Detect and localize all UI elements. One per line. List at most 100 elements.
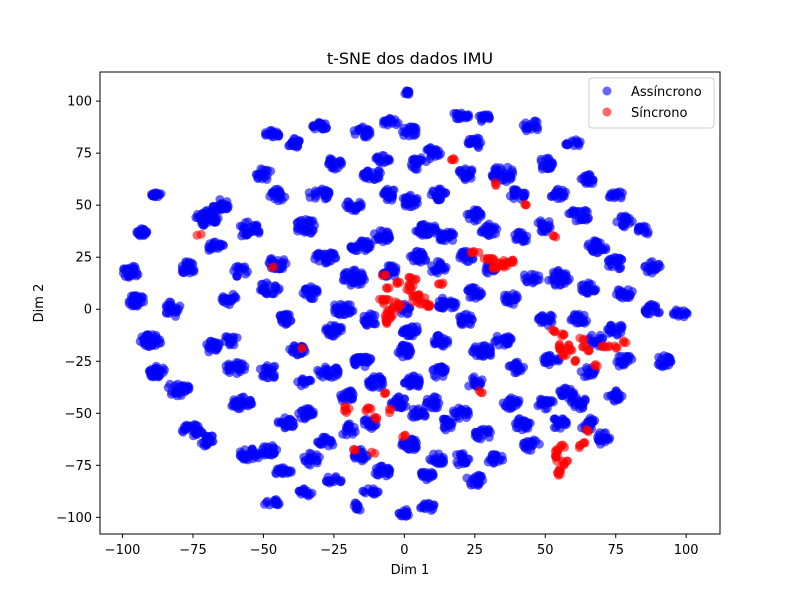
data-point (215, 195, 225, 204)
data-point (196, 229, 206, 239)
data-point (399, 325, 409, 335)
data-point (158, 363, 168, 373)
data-point (553, 194, 563, 204)
data-point (570, 357, 580, 367)
data-point (620, 291, 630, 301)
data-point (557, 331, 567, 341)
data-point (388, 185, 398, 195)
data-point (307, 488, 317, 498)
data-point (267, 441, 277, 450)
y-tick-label: −25 (65, 355, 92, 370)
data-point (257, 169, 267, 179)
data-point (324, 189, 334, 199)
data-point (491, 180, 501, 190)
data-point (579, 334, 589, 344)
data-point (210, 243, 220, 253)
data-point (439, 263, 449, 273)
data-point (384, 465, 394, 475)
data-point (340, 395, 350, 405)
data-point (198, 209, 207, 218)
y-tick-label: 25 (75, 251, 92, 266)
data-point (594, 435, 604, 445)
data-point (480, 110, 490, 120)
data-point (404, 303, 414, 313)
data-point (285, 344, 295, 354)
data-point (297, 343, 307, 353)
data-point (242, 230, 252, 240)
data-point (314, 452, 324, 462)
data-point (407, 274, 417, 284)
data-point (338, 301, 347, 311)
data-point (232, 271, 242, 281)
data-point (654, 259, 664, 269)
data-point (403, 374, 413, 384)
data-point (560, 275, 570, 285)
data-point (430, 392, 440, 402)
data-point (604, 257, 614, 266)
data-point (397, 341, 407, 351)
data-point (347, 306, 357, 316)
data-point (276, 417, 286, 427)
data-point (229, 395, 239, 405)
data-point (335, 323, 345, 333)
data-point (578, 285, 588, 295)
data-point (479, 424, 489, 434)
data-point (274, 188, 284, 197)
data-point (179, 268, 189, 278)
data-point (322, 123, 332, 133)
data-point (541, 223, 551, 233)
data-point (250, 452, 260, 462)
data-point (651, 302, 661, 312)
data-point (267, 263, 277, 273)
data-point (263, 287, 273, 297)
data-point (349, 357, 359, 366)
data-point (519, 416, 529, 426)
data-point (265, 191, 275, 201)
data-point (319, 249, 329, 259)
data-point (171, 388, 181, 398)
x-tick-label: 0 (400, 543, 408, 558)
legend: Assíncrono Síncrono (588, 77, 715, 129)
data-point (574, 318, 583, 328)
data-point (476, 349, 486, 359)
data-point (261, 129, 271, 139)
data-point (504, 297, 514, 306)
data-point (566, 208, 575, 218)
data-point (367, 420, 377, 430)
y-tick-label: 75 (75, 147, 92, 162)
data-point (397, 127, 407, 137)
data-point (394, 508, 404, 518)
data-point (381, 235, 391, 245)
data-point (154, 371, 163, 381)
data-point (382, 318, 392, 327)
data-point (390, 265, 400, 275)
data-point (616, 213, 626, 223)
data-point (617, 321, 627, 331)
data-point (553, 468, 563, 478)
y-axis: −100 −75 −50 −25 0 25 50 75 100 (56, 95, 100, 526)
data-point (363, 403, 373, 413)
data-point (384, 283, 394, 293)
data-point (310, 284, 320, 294)
chart-title: t-SNE dos dados IMU (327, 49, 493, 68)
data-point (520, 199, 530, 209)
data-point (472, 477, 482, 487)
data-point (640, 262, 650, 272)
data-point (391, 120, 401, 130)
data-point (610, 396, 620, 406)
data-point (553, 266, 563, 276)
data-point (491, 229, 500, 239)
data-point (477, 388, 487, 398)
data-point (544, 360, 554, 370)
data-point (482, 221, 492, 231)
data-point (484, 348, 494, 358)
data-point (349, 278, 359, 288)
data-point (230, 291, 240, 301)
data-point (135, 231, 145, 241)
data-point (558, 414, 568, 424)
data-point (328, 440, 338, 450)
data-point (540, 352, 550, 362)
data-point (369, 381, 378, 391)
data-point (181, 261, 191, 271)
data-point (221, 332, 231, 342)
